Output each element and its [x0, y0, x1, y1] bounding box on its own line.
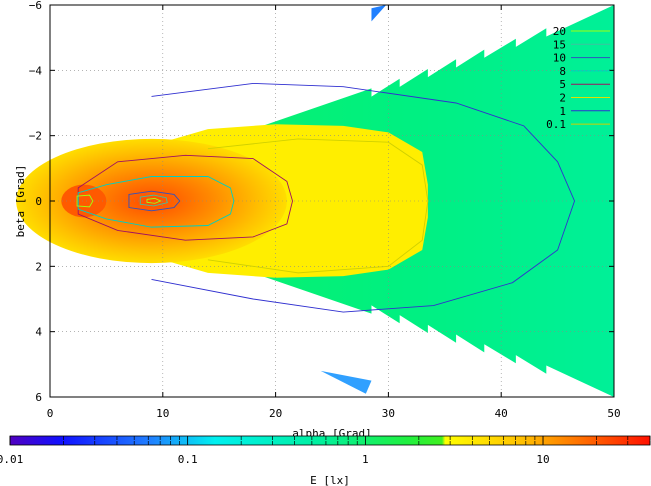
x-tick-label: 40 [495, 407, 508, 420]
x-tick-label: 10 [156, 407, 169, 420]
y-tick-label: −4 [29, 64, 43, 77]
colorbar-tick-label: 10 [536, 453, 549, 466]
legend-label: 5 [559, 78, 566, 91]
legend-label: 8 [559, 65, 566, 78]
colorbar-tick-label: 1 [362, 453, 369, 466]
legend-label: 15 [553, 38, 566, 51]
y-tick-label: 6 [35, 391, 42, 404]
legend-label: 2 [559, 92, 566, 105]
edge-tip-top [371, 5, 387, 22]
edge-tip-bottom [320, 370, 372, 394]
colorbar-gradient [9, 435, 651, 446]
hot-core-left [61, 184, 107, 218]
x-tick-label: 20 [269, 407, 282, 420]
y-axis-label: beta [Grad] [14, 165, 27, 238]
colorbar-label: E [lx] [310, 474, 350, 486]
contour-10 [128, 190, 181, 212]
x-tick-label: 0 [47, 407, 54, 420]
contour-20 [76, 194, 94, 208]
grid-lines [50, 5, 614, 397]
contour-15 [139, 194, 168, 207]
contour-8 [77, 176, 235, 228]
y-tick-label: 2 [35, 260, 42, 273]
legend-label: 10 [553, 52, 566, 65]
y-tick-label: −6 [29, 0, 42, 12]
colorbar: 0.01 0.1 1 10 E [lx] [0, 435, 651, 486]
legend-label: 1 [559, 105, 566, 118]
contour-lines [76, 82, 576, 313]
y-tick-label: −2 [29, 130, 42, 143]
legend-label: 20 [553, 25, 566, 38]
contour-20 [146, 197, 162, 204]
x-tick-label: 50 [607, 407, 620, 420]
y-tick-label: 4 [35, 326, 42, 339]
contour-5 [77, 154, 293, 241]
hot-core-region [16, 138, 287, 264]
y-tick-label: 0 [35, 195, 42, 208]
contour-0_1 [207, 138, 429, 274]
x-tick-label: 30 [382, 407, 395, 420]
contour-1 [151, 82, 576, 313]
legend-label: 0.1 [546, 118, 566, 131]
colorbar-tick-label: 0.01 [0, 453, 23, 466]
plot-area [16, 5, 614, 397]
colorbar-tick-label: 0.1 [178, 453, 198, 466]
